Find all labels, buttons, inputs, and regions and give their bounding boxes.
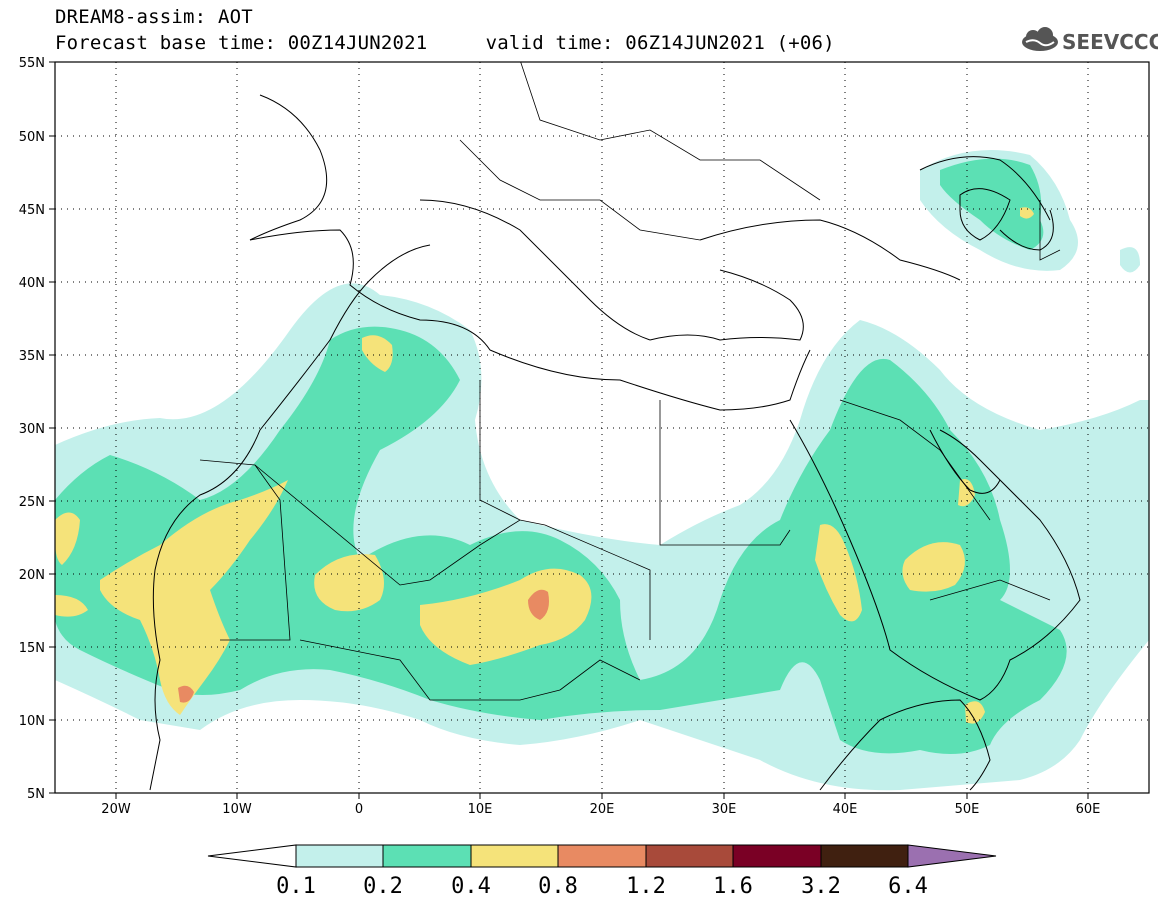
lat-label: 25N	[19, 495, 45, 510]
cloud-icon	[1022, 27, 1058, 51]
lat-label: 10N	[19, 714, 45, 729]
lat-label: 50N	[19, 130, 45, 145]
colorbar-label: 0.1	[276, 874, 316, 899]
colorbar-segment	[557, 844, 647, 868]
colorbar-segment-below	[207, 844, 297, 868]
lon-label: 40E	[833, 802, 858, 817]
colorbar-segment	[820, 844, 909, 868]
colorbar-segment	[470, 844, 559, 868]
lat-label: 35N	[19, 349, 45, 364]
colorbar-segment	[732, 844, 822, 868]
colorbar-segment	[645, 844, 734, 868]
map-title: DREAM8-assim: AOT	[55, 6, 253, 28]
lon-label: 10W	[222, 802, 252, 817]
axis-ticks	[49, 61, 1089, 799]
colorbar-segment-above	[907, 844, 997, 868]
lat-label: 30N	[19, 422, 45, 437]
lon-label: 20E	[590, 802, 615, 817]
coastlines	[149, 94, 1081, 791]
lat-lon-grid	[55, 62, 1149, 793]
logo-text: SEEVCCC	[1062, 30, 1158, 54]
colorbar-segment	[382, 844, 472, 868]
lat-label: 55N	[19, 56, 45, 71]
lat-label: 45N	[19, 203, 45, 218]
lat-label: 40N	[19, 276, 45, 291]
lon-label: 20W	[101, 802, 131, 817]
country-borders	[199, 62, 1061, 701]
lon-label: 50E	[955, 802, 980, 817]
lon-label: 10E	[468, 802, 493, 817]
colorbar-label: 1.6	[713, 874, 753, 899]
colorbar	[207, 844, 997, 868]
lon-label: 30E	[712, 802, 737, 817]
lat-label: 20N	[19, 568, 45, 583]
forecast-times: Forecast base time: 00Z14JUN2021 valid t…	[55, 32, 835, 54]
colorbar-label: 0.8	[538, 874, 578, 899]
colorbar-labels: 0.1 0.2 0.4 0.8 1.2 1.6 3.2 6.4	[276, 874, 928, 899]
colorbar-label: 0.4	[451, 874, 491, 899]
seevccc-logo: SEEVCCC	[1022, 27, 1158, 54]
aot-level-0.4	[55, 207, 1034, 724]
colorbar-label: 0.2	[363, 874, 403, 899]
lat-label: 5N	[27, 787, 45, 802]
colorbar-label: 1.2	[626, 874, 666, 899]
longitude-labels: 20W 10W 0 10E 20E 30E 40E 50E 60E	[101, 802, 1100, 817]
colorbar-label: 3.2	[801, 874, 841, 899]
lon-label: 0	[355, 802, 363, 817]
lat-label: 15N	[19, 641, 45, 656]
aot-level-0.8	[178, 589, 549, 703]
colorbar-segment	[295, 844, 384, 868]
latitude-labels: 55N 50N 45N 40N 35N 30N 25N 20N 15N 10N …	[19, 56, 45, 802]
colorbar-label: 6.4	[888, 874, 928, 899]
lon-label: 60E	[1076, 802, 1101, 817]
